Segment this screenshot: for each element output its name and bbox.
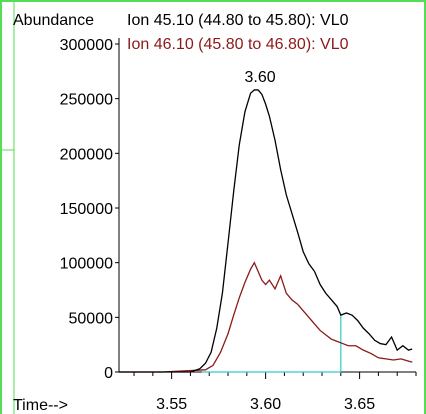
x-axis-ticks: 3.55 3.60 3.65 [156,372,375,413]
y-tick-label: 0 [104,365,113,382]
integration-baseline [201,315,342,373]
legend-entry-series-2: Ion 46.10 (45.80 to 46.80): VL0 [127,36,349,53]
x-tick-label: 3.55 [156,396,187,413]
y-tick-label: 50000 [69,310,114,327]
legend-entry-series-1: Ion 45.10 (44.80 to 45.80): VL0 [127,12,349,29]
y-tick-label: 200000 [60,146,113,163]
y-tick-label: 100000 [60,256,113,273]
y-tick-label: 300000 [60,37,113,54]
y-axis-title: Abundance [13,12,94,29]
peak-retention-time-label: 3.60 [245,69,276,86]
x-axis-minor-ticks [133,372,417,376]
y-axis-ticks: 0 50000 100000 150000 200000 250000 300000 [60,37,119,382]
y-tick-label: 250000 [60,92,113,109]
x-tick-label: 3.60 [250,396,281,413]
series-line-ion-46-10 [119,261,413,373]
series-line-ion-45-10 [119,89,413,373]
y-tick-label: 150000 [60,201,113,218]
x-tick-label: 3.65 [344,396,375,413]
x-axis-title: Time--> [13,397,68,414]
